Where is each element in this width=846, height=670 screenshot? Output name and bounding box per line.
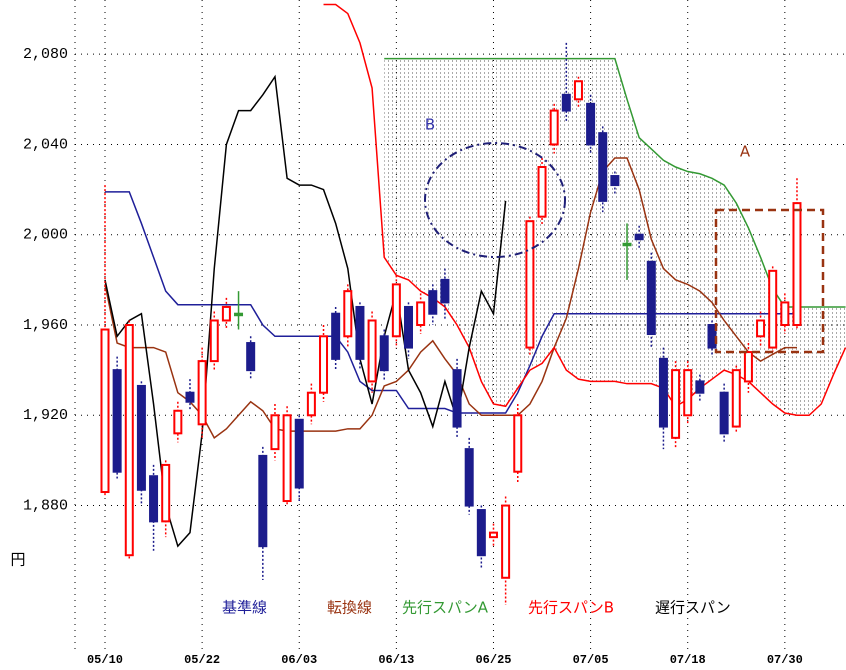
- candle-body: [270, 414, 280, 451]
- y-tick-label: 2,000: [23, 227, 68, 244]
- candle-body: [100, 328, 110, 494]
- legend-entry: 遅行スパン: [655, 599, 731, 617]
- candle-body: [561, 93, 571, 112]
- candle-body: [488, 531, 498, 539]
- candle-body: [343, 290, 353, 338]
- candle-body: [525, 220, 535, 349]
- candle-body: [598, 132, 608, 202]
- candle-body: [294, 418, 304, 489]
- candle-body: [792, 202, 802, 326]
- candle-body: [391, 283, 401, 338]
- y-tick-label: 2,080: [23, 46, 68, 63]
- candle-body: [112, 369, 122, 473]
- candle-body: [209, 319, 219, 363]
- candle-body: [768, 269, 778, 349]
- candle-body: [634, 233, 644, 241]
- candle-body: [464, 448, 474, 507]
- y-tick-label: 1,920: [23, 407, 68, 424]
- legend-entry: 先行スパンA: [402, 599, 489, 617]
- candle-body: [197, 360, 207, 426]
- candle-body: [731, 369, 741, 428]
- candle-body: [234, 312, 244, 317]
- candle-body: [586, 102, 596, 146]
- legend-entry: 先行スパンB: [528, 599, 614, 617]
- x-tick-label: 07/18: [670, 653, 706, 667]
- candle-body: [719, 391, 729, 435]
- legend-entry: 基準線: [222, 599, 267, 617]
- candle-body: [428, 290, 438, 315]
- series-line: [104, 157, 797, 439]
- candle-body: [416, 301, 426, 326]
- cloud: [384, 58, 846, 416]
- candle-body: [404, 305, 413, 349]
- candle-body: [124, 324, 134, 557]
- x-tick-label: 05/10: [87, 653, 123, 667]
- candle-body: [573, 80, 583, 101]
- candle-body: [331, 312, 341, 360]
- candle-body: [501, 504, 511, 579]
- candle-body: [246, 342, 256, 372]
- legend-entry: 転換線: [327, 599, 372, 617]
- candle-body: [355, 305, 365, 360]
- candle-body: [671, 369, 681, 439]
- text-layer: 円 B A 1,880 1,920 1,960 2,000 2,040 2,080 05/1…: [10, 46, 802, 667]
- candle-body: [513, 414, 523, 473]
- lines-layer: [104, 3, 846, 548]
- x-tick-label: 06/03: [281, 653, 317, 667]
- candles-layer: [100, 42, 802, 605]
- highlight-ellipse: [424, 142, 566, 258]
- y-axis-label: 円: [10, 551, 25, 569]
- candle-body: [173, 409, 183, 435]
- candle-body: [306, 391, 316, 417]
- annotation: B: [425, 116, 435, 134]
- candle-body: [658, 357, 668, 428]
- y-tick-label: 2,040: [23, 136, 68, 153]
- candle-body: [756, 319, 766, 338]
- x-tick-label: 07/30: [767, 653, 803, 667]
- candle-body: [136, 384, 146, 491]
- candle-body: [610, 175, 620, 187]
- candle-body: [161, 463, 171, 523]
- series-line: [104, 74, 507, 548]
- candle-body: [537, 166, 547, 218]
- y-tick-label: 1,880: [23, 498, 68, 515]
- candle-body: [282, 414, 292, 503]
- candle-body: [149, 475, 159, 523]
- grid-layer: [74, 0, 846, 650]
- series-line: [323, 3, 846, 417]
- candle-body: [379, 335, 389, 372]
- candle-body: [683, 369, 693, 417]
- x-tick-label: 06/25: [475, 653, 511, 667]
- candle-body: [221, 305, 231, 322]
- cloud-layer: [384, 58, 846, 416]
- candle-body: [743, 351, 753, 383]
- series-line: [105, 191, 797, 414]
- y-tick-label: 1,960: [23, 317, 68, 334]
- annotation: A: [740, 143, 751, 161]
- x-tick-label: 05/22: [184, 653, 220, 667]
- candle-body: [780, 301, 790, 326]
- candle-body: [440, 278, 450, 304]
- highlight-box: [714, 208, 825, 354]
- candle-body: [622, 242, 632, 247]
- candle-body: [476, 509, 486, 557]
- candle-body: [452, 369, 462, 428]
- candle-body: [258, 454, 268, 548]
- candle-body: [549, 109, 559, 146]
- candle-body: [367, 319, 377, 383]
- x-tick-label: 07/05: [573, 653, 609, 667]
- x-tick-label: 06/13: [378, 653, 414, 667]
- candle-body: [695, 380, 705, 394]
- candle-body: [646, 260, 656, 336]
- candle-body: [185, 391, 195, 403]
- candle-body: [707, 324, 717, 349]
- candle-body: [319, 335, 329, 394]
